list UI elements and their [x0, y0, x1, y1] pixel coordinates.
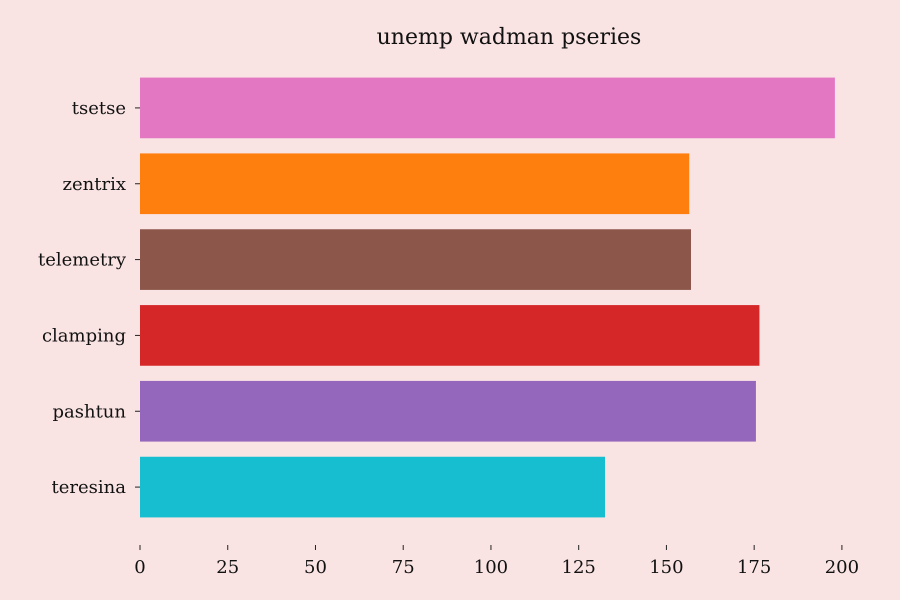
category-label-clamping: clamping — [42, 325, 126, 346]
x-tick-label-25: 25 — [216, 557, 239, 578]
x-tick-label-200: 200 — [825, 557, 859, 578]
x-tick-label-175: 175 — [737, 557, 771, 578]
category-label-teresina: teresina — [52, 477, 127, 498]
category-label-zentrix: zentrix — [63, 174, 126, 195]
category-label-pashtun: pashtun — [52, 401, 126, 422]
x-tick-label-0: 0 — [134, 557, 145, 578]
bar-pashtun — [140, 380, 756, 442]
category-label-telemetry: telemetry — [38, 250, 127, 271]
bar-clamping — [140, 305, 760, 366]
chart-title: unemp wadman pseries — [377, 25, 642, 50]
x-axis-ticks: 0 25 50 75 100 125 150 175 200 — [134, 545, 859, 578]
bar-zentrix — [140, 153, 690, 215]
bars-group — [140, 77, 835, 518]
bar-tsetse — [140, 77, 835, 139]
category-labels: tsetse zentrix telemetry clamping pashtun ter… — [38, 98, 140, 498]
bar-telemetry — [140, 229, 691, 290]
x-tick-label-75: 75 — [392, 557, 415, 578]
x-tick-label-150: 150 — [649, 557, 683, 578]
bar-teresina — [140, 456, 606, 518]
x-tick-label-100: 100 — [474, 557, 508, 578]
x-tick-label-50: 50 — [304, 557, 327, 578]
x-tick-label-125: 125 — [562, 557, 596, 578]
category-label-tsetse: tsetse — [72, 98, 126, 119]
